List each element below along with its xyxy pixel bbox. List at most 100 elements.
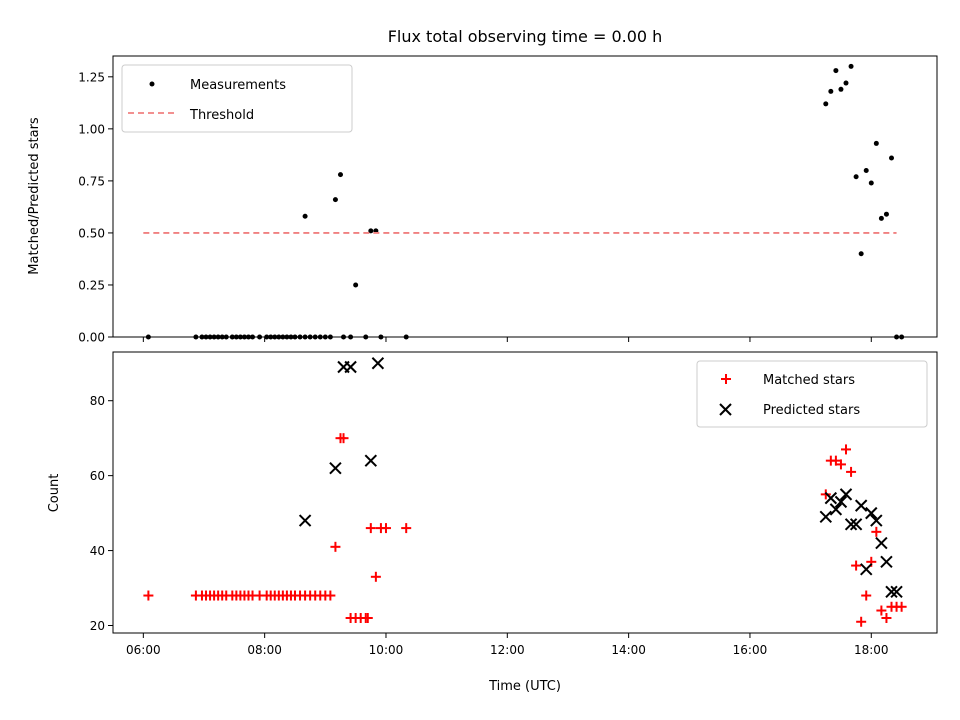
measurement-point bbox=[332, 197, 338, 203]
top-y-tick-label: 0.25 bbox=[78, 278, 105, 292]
legend-measurements-marker bbox=[149, 81, 155, 87]
predicted-star-stroke-b bbox=[819, 510, 832, 524]
predicted-star-stroke-b bbox=[824, 491, 838, 505]
measurement-point bbox=[838, 86, 844, 92]
bottom-legend-frame bbox=[696, 360, 928, 428]
predicted-star-stroke-b bbox=[870, 514, 883, 527]
matched-star-point bbox=[401, 523, 412, 534]
predicted-star-point bbox=[890, 585, 903, 598]
legend-matched-label: Matched stars bbox=[763, 373, 855, 388]
x-tick-label: 16:00 bbox=[733, 643, 768, 657]
matched-star-point bbox=[835, 459, 846, 470]
top-y-tick-label: 1.00 bbox=[78, 122, 105, 136]
x-tick-label: 08:00 bbox=[247, 643, 282, 657]
matched-star-point bbox=[362, 613, 373, 624]
legend-predicted-label: Predicted stars bbox=[763, 403, 860, 418]
legend-threshold-label: Threshold bbox=[189, 108, 254, 123]
matched-star-point bbox=[861, 590, 872, 601]
bottom-plot-frame bbox=[112, 351, 938, 634]
predicted-star-stroke-b bbox=[834, 495, 848, 509]
predicted-star-stroke-b bbox=[364, 454, 378, 467]
measurement-point bbox=[337, 172, 343, 178]
predicted-star-stroke-b bbox=[839, 488, 853, 501]
measurement-point bbox=[368, 228, 374, 234]
measurement-point bbox=[828, 88, 834, 94]
measurement-point bbox=[853, 174, 859, 180]
legend-predicted-marker bbox=[719, 403, 732, 416]
measurement-point bbox=[878, 215, 884, 221]
measurement-point bbox=[883, 211, 889, 217]
predicted-star-stroke-b bbox=[854, 499, 868, 512]
measurement-point bbox=[823, 101, 829, 107]
matched-star-point bbox=[830, 455, 841, 466]
measurement-point bbox=[833, 68, 839, 74]
measurement-point bbox=[868, 180, 874, 186]
matched-star-point bbox=[841, 444, 852, 455]
matched-star-point bbox=[851, 560, 862, 571]
predicted-star-point bbox=[364, 454, 378, 467]
predicted-star-point bbox=[839, 488, 853, 501]
matched-star-point bbox=[856, 616, 867, 627]
bottom-y-tick-label: 80 bbox=[90, 394, 105, 408]
top-legend: Measurements Threshold bbox=[121, 64, 353, 133]
matched-star-point bbox=[871, 526, 882, 537]
predicted-star-point bbox=[849, 518, 863, 531]
predicted-star-point bbox=[834, 495, 848, 509]
matched-star-point bbox=[338, 433, 349, 444]
predicted-star-point bbox=[865, 506, 878, 520]
legend-measurements-label: Measurements bbox=[190, 78, 286, 93]
predicted-star-point bbox=[329, 461, 342, 475]
x-tick-label: 06:00 bbox=[126, 643, 161, 657]
top-y-axis-label: Matched/Predicted stars bbox=[27, 117, 42, 275]
measurement-point bbox=[848, 63, 854, 69]
predicted-star-stroke-b bbox=[865, 506, 878, 520]
top-y-tick-label: 0.00 bbox=[78, 331, 105, 345]
matched-star-point bbox=[896, 601, 907, 612]
x-tick-label: 14:00 bbox=[611, 643, 646, 657]
measurement-point bbox=[858, 251, 864, 257]
top-panel: 0.00 0.25 0.50 0.75 1.00 1.25 bbox=[78, 55, 938, 345]
predicted-star-stroke-b bbox=[860, 563, 873, 576]
measurement-point bbox=[873, 140, 879, 146]
predicted-star-stroke-b bbox=[344, 360, 357, 374]
predicted-star-stroke-b bbox=[329, 461, 342, 475]
bottom-panel: 06:00 08:00 10:00 12:00 14:00 16:00 18:00 20 40 6… bbox=[90, 351, 938, 657]
predicted-star-point bbox=[824, 491, 838, 505]
top-y-tick-label: 0.75 bbox=[78, 174, 105, 188]
predicted-star-point bbox=[819, 510, 832, 524]
top-legend-frame bbox=[121, 64, 353, 133]
matched-star-point bbox=[143, 590, 154, 601]
matched-star-point bbox=[325, 590, 336, 601]
bottom-y-tick-label: 40 bbox=[90, 544, 105, 558]
predicted-star-stroke-b bbox=[875, 536, 888, 550]
predicted-star-point bbox=[829, 503, 843, 516]
matched-star-point bbox=[881, 613, 892, 624]
predicted-star-point bbox=[854, 499, 868, 512]
bottom-y-tick-label: 60 bbox=[90, 469, 105, 483]
predicted-star-point bbox=[875, 536, 888, 550]
predicted-star-stroke-b bbox=[880, 555, 893, 569]
bottom-legend: Matched stars Predicted stars bbox=[696, 360, 928, 428]
top-plot-frame bbox=[112, 55, 938, 338]
predicted-star-stroke-b bbox=[849, 518, 863, 531]
predicted-star-stroke-b bbox=[298, 514, 312, 527]
matched-star-point bbox=[330, 541, 341, 552]
matched-star-point bbox=[846, 466, 857, 477]
x-tick-label: 18:00 bbox=[854, 643, 889, 657]
measurement-point bbox=[302, 213, 308, 219]
predicted-star-stroke-b bbox=[890, 585, 903, 598]
predicted-star-point bbox=[344, 360, 357, 374]
x-axis-label: Time (UTC) bbox=[488, 679, 561, 694]
predicted-star-point bbox=[885, 585, 898, 598]
measurement-point bbox=[843, 80, 849, 86]
matched-star-point bbox=[365, 523, 376, 534]
bottom-y-axis-label: Count bbox=[47, 474, 62, 513]
predicted-star-point bbox=[298, 514, 312, 527]
predicted-star-point bbox=[371, 357, 385, 370]
matched-star-point bbox=[876, 605, 887, 616]
predicted-star-stroke-b bbox=[844, 518, 858, 531]
predicted-star-stroke-b bbox=[885, 585, 898, 598]
predicted-star-stroke-b bbox=[371, 357, 385, 370]
x-tick-label: 10:00 bbox=[369, 643, 404, 657]
